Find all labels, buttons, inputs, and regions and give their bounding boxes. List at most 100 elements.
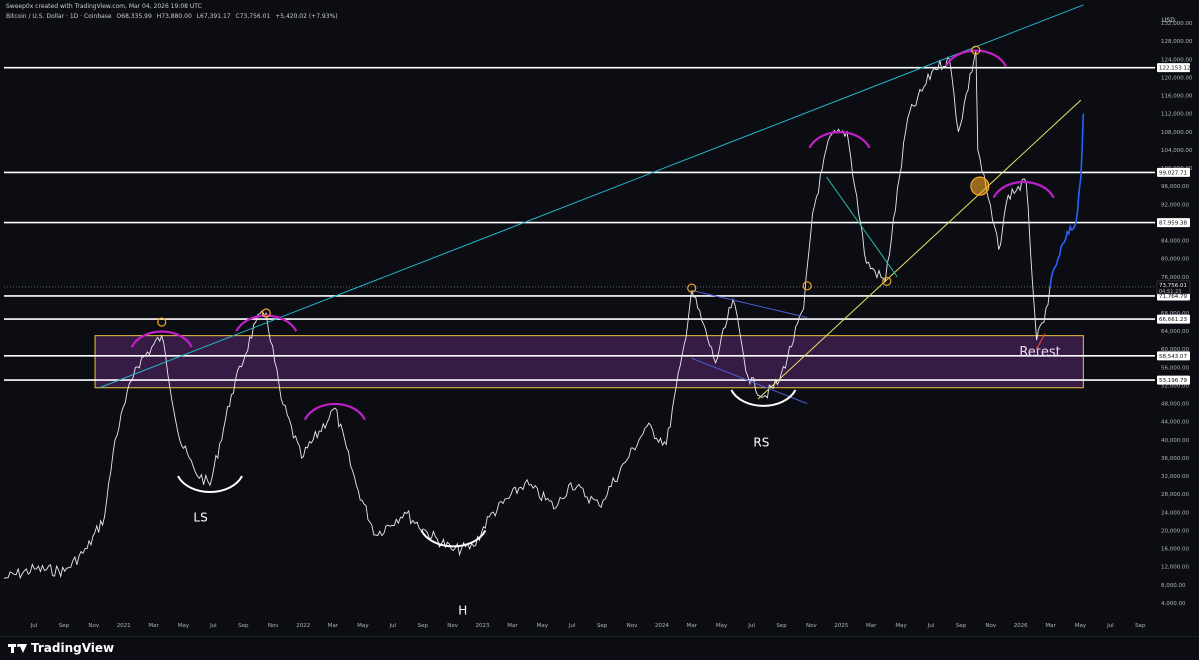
- y-tick-label: 108,000.00: [1161, 130, 1193, 136]
- y-tick-label: 80,000.00: [1161, 257, 1189, 263]
- x-tick-label: Sep: [1135, 623, 1146, 629]
- y-tick-label: 76,000.00: [1161, 275, 1189, 281]
- y-tick-label: 24,000.00: [1161, 510, 1189, 516]
- retest-red-line: [1036, 333, 1046, 350]
- pivot-marker-2: [687, 283, 697, 293]
- bottom-arc-0: [177, 475, 243, 493]
- levels-layer: [4, 66, 1155, 381]
- level-tag-0: 122,153.12: [1159, 66, 1191, 72]
- level-tag-5: 58,543.07: [1159, 354, 1187, 360]
- footer-bar: TradingView: [0, 636, 1199, 660]
- level-tag-bg: [1157, 375, 1190, 385]
- projection-line: [1049, 113, 1085, 288]
- symbol-label[interactable]: Bitcoin / U.S. Dollar · 1D · Coinbase: [6, 13, 112, 20]
- x-tick-label: Sep: [776, 623, 787, 629]
- y-tick-label: 96,000.00: [1161, 184, 1189, 190]
- pivot-marker-3: [802, 281, 812, 291]
- y-tick-label: 16,000.00: [1161, 547, 1189, 553]
- y-tick-label: 4,000.00: [1161, 601, 1186, 607]
- level-tag-3: 71,764.79: [1159, 294, 1187, 300]
- x-tick-label: May: [537, 623, 549, 629]
- bottom-arc-1: [420, 529, 487, 548]
- x-tick-label: May: [716, 623, 728, 629]
- x-tick-label: Mar: [866, 623, 877, 629]
- x-tick-label: Nov: [985, 623, 996, 629]
- y-tick-label: 52,000.00: [1161, 383, 1189, 389]
- y-tick-label: 104,000.00: [1161, 148, 1193, 154]
- pivot-marker-1: [261, 308, 271, 318]
- price-layer: [3, 50, 1085, 580]
- y-tick-label: 112,000.00: [1161, 112, 1193, 118]
- x-tick-label: Nov: [268, 623, 279, 629]
- brand-name: TradingView: [31, 641, 115, 655]
- price-chart[interactable]: LS H RS Retest 4,000.00 8,000.00 12,000.00 16,…: [0, 0, 1199, 636]
- x-tick-label: 2023: [476, 623, 490, 629]
- x-tick-label: Jul: [1106, 623, 1114, 629]
- x-tick-label: Jul: [568, 623, 576, 629]
- pivot-marker-6: [970, 176, 990, 196]
- created-by-text: Sweep0x created with TradingView.com, Ma…: [6, 3, 202, 10]
- x-tick-label: May: [895, 623, 907, 629]
- y-tick-label: 64,000.00: [1161, 329, 1189, 335]
- countdown-tag: 04:51:23: [1159, 289, 1181, 295]
- x-tick-label: Nov: [88, 623, 99, 629]
- y-tick-label: 8,000.00: [1161, 583, 1186, 589]
- level-tag-bg: [1157, 63, 1190, 73]
- x-tick-label: Mar: [687, 623, 698, 629]
- trendline-wedge-top: [691, 289, 808, 319]
- pivot-marker-5: [971, 45, 981, 55]
- annotation-ls: LS: [193, 510, 207, 524]
- x-tick-label: 2025: [834, 623, 848, 629]
- annotation-h: H: [458, 603, 467, 617]
- chart-header: Sweep0x created with TradingView.com, Ma…: [6, 3, 341, 20]
- x-tick-label: Sep: [956, 623, 967, 629]
- pivot-marker-0: [157, 317, 167, 327]
- y-tick-label: 120,000.00: [1161, 75, 1193, 81]
- x-tick-label: Sep: [418, 623, 429, 629]
- top-arc-0: [130, 330, 193, 348]
- trendline-cyan: [99, 4, 1084, 389]
- y-tick-label: 12,000.00: [1161, 565, 1189, 571]
- y-tick-label: 60,000.00: [1161, 347, 1189, 353]
- y-tick-label: 116,000.00: [1161, 94, 1193, 100]
- level-tag-4: 66,661.23: [1159, 317, 1187, 323]
- x-tick-label: 2022: [296, 623, 310, 629]
- high-value: H73,880.00: [156, 13, 192, 20]
- top-arc-1: [235, 314, 298, 332]
- level-tag-bg: [1157, 218, 1190, 228]
- x-tick-label: Jul: [747, 623, 755, 629]
- y-tick-label: 56,000.00: [1161, 365, 1189, 371]
- x-tick-label: Mar: [1045, 623, 1056, 629]
- y-tick-label: 44,000.00: [1161, 420, 1189, 426]
- currency-label[interactable]: USD: [1162, 17, 1175, 24]
- level-tag-1: 99,027.71: [1159, 170, 1187, 176]
- time-axis: Jul Sep Nov 2021 Mar May Jul Sep Nov 2022 Mar May Ju…: [30, 623, 1146, 629]
- tradingview-logo[interactable]: TradingView: [8, 641, 114, 655]
- drawings-layer: LS H RS Retest: [99, 4, 1084, 617]
- top-arc-4: [944, 49, 1007, 67]
- level-tag-bg: [1157, 314, 1190, 324]
- annotation-retest: Retest: [1019, 345, 1060, 360]
- open-value: O68,335.99: [116, 13, 152, 20]
- top-arc-3: [808, 131, 871, 149]
- annotation-rs: RS: [753, 436, 769, 450]
- trendline-yellow: [757, 99, 1082, 400]
- x-tick-label: Sep: [597, 623, 608, 629]
- x-tick-label: Nov: [447, 623, 458, 629]
- y-tick-label: 48,000.00: [1161, 402, 1189, 408]
- level-tag-6: 53,196.79: [1159, 378, 1187, 384]
- level-tag-bg: [1157, 351, 1190, 361]
- x-tick-label: May: [357, 623, 369, 629]
- y-tick-label: 68,000.00: [1161, 311, 1189, 317]
- x-tick-label: Mar: [328, 623, 339, 629]
- ohlc-bar: Bitcoin / U.S. Dollar · 1D · Coinbase O6…: [6, 13, 341, 20]
- x-tick-label: Jul: [927, 623, 935, 629]
- x-tick-label: Nov: [806, 623, 817, 629]
- low-value: L67,391.17: [196, 13, 231, 20]
- trendline-wedge-bottom: [691, 357, 808, 405]
- bottom-arc-2: [730, 389, 797, 407]
- support-zone: [94, 335, 1084, 389]
- last-price-tag: 73,756.01: [1159, 283, 1187, 289]
- x-tick-label: Sep: [59, 623, 70, 629]
- x-tick-label: May: [178, 623, 190, 629]
